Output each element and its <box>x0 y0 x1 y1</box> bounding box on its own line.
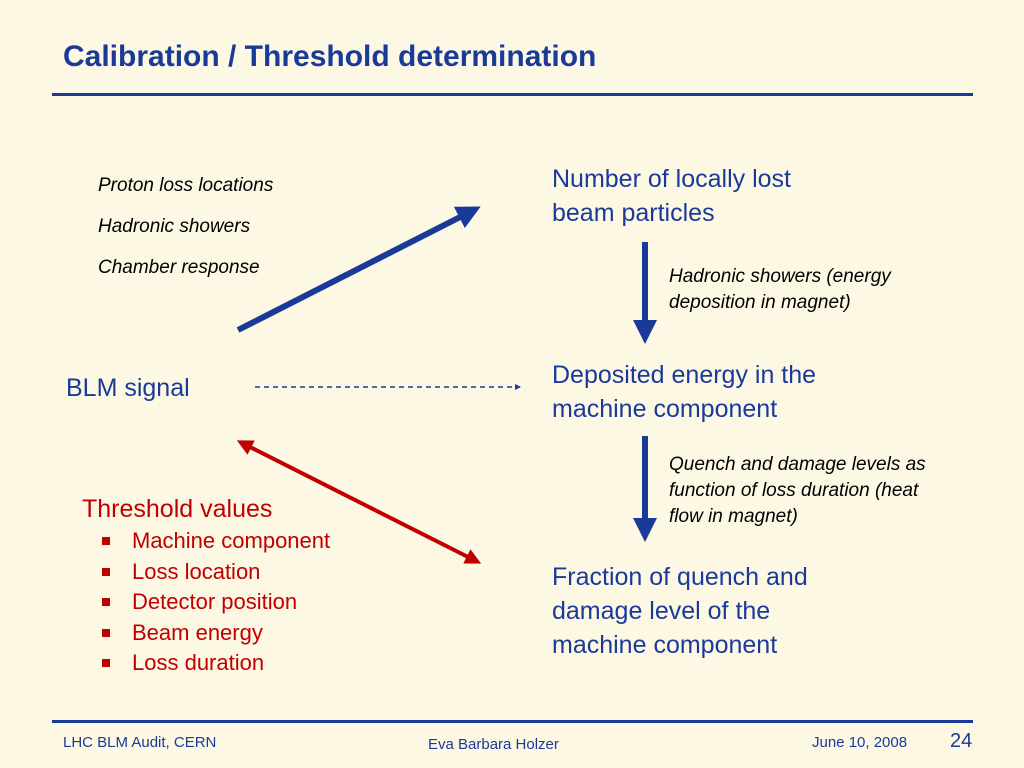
square-bullet-icon <box>102 567 110 576</box>
footer-date: June 10, 2008 <box>812 734 908 751</box>
note-quench-line-2: function of loss duration (heat <box>669 480 919 501</box>
calibration-step-hadronic-showers: Hadronic showers <box>98 216 251 237</box>
note-quench-line-3: flow in magnet) <box>669 506 798 527</box>
square-bullet-icon <box>102 628 110 637</box>
threshold-item-label: Beam energy <box>132 619 263 645</box>
calibration-step-proton-loss: Proton loss locations <box>98 175 274 196</box>
threshold-item-label: Loss location <box>132 558 261 584</box>
target-fraction-line-2: damage level of the <box>552 597 771 625</box>
threshold-values-block: Threshold values Machine component Loss … <box>82 492 330 679</box>
note-hadronic-line-1: Hadronic showers (energy <box>669 266 891 287</box>
threshold-item: Detector position <box>82 587 330 618</box>
threshold-item: Beam energy <box>82 618 330 649</box>
footer-event: LHC BLM Audit, CERN <box>63 734 217 751</box>
blm-signal-label: BLM signal <box>66 374 190 402</box>
threshold-title: Threshold values <box>82 495 273 523</box>
target-number-line-2: beam particles <box>552 199 715 227</box>
target-fraction-line-3: machine component <box>552 631 778 659</box>
page-number: 24 <box>950 730 973 752</box>
threshold-items-list: Machine component Loss location Detector… <box>82 526 330 679</box>
target-deposited-energy: Deposited energy in the machine componen… <box>552 358 892 426</box>
note-hadronic-showers: Hadronic showers (energy deposition in m… <box>669 264 959 316</box>
threshold-item: Loss location <box>82 557 330 588</box>
slide-title: Calibration / Threshold determination <box>63 40 597 73</box>
target-deposited-line-1: Deposited energy in the <box>552 361 817 389</box>
calibration-steps-list: Proton loss locations Hadronic showers C… <box>98 174 273 297</box>
note-hadronic-line-2: deposition in magnet) <box>669 292 851 313</box>
target-number-of-lost-particles: Number of locally lost beam particles <box>552 162 872 230</box>
square-bullet-icon <box>102 598 110 606</box>
calibration-step-chamber-response: Chamber response <box>98 257 260 278</box>
target-fraction-line-1: Fraction of quench and <box>552 563 808 591</box>
title-divider <box>52 93 973 96</box>
threshold-item-label: Loss duration <box>132 650 265 675</box>
square-bullet-icon <box>102 537 110 545</box>
square-bullet-icon <box>102 659 110 667</box>
threshold-item-label: Machine component <box>132 528 331 553</box>
threshold-item: Machine component <box>82 526 330 557</box>
threshold-item-label: Detector position <box>132 589 298 614</box>
note-quench-line-1: Quench and damage levels as <box>669 454 926 475</box>
target-number-line-1: Number of locally lost <box>552 165 791 193</box>
footer-divider <box>52 720 973 723</box>
threshold-item: Loss duration <box>82 648 330 679</box>
target-fraction-quench-damage: Fraction of quench and damage level of t… <box>552 560 872 662</box>
footer-author: Eva Barbara Holzer <box>428 736 559 753</box>
target-deposited-line-2: machine component <box>552 395 778 423</box>
note-quench-damage-levels: Quench and damage levels as function of … <box>669 452 989 530</box>
